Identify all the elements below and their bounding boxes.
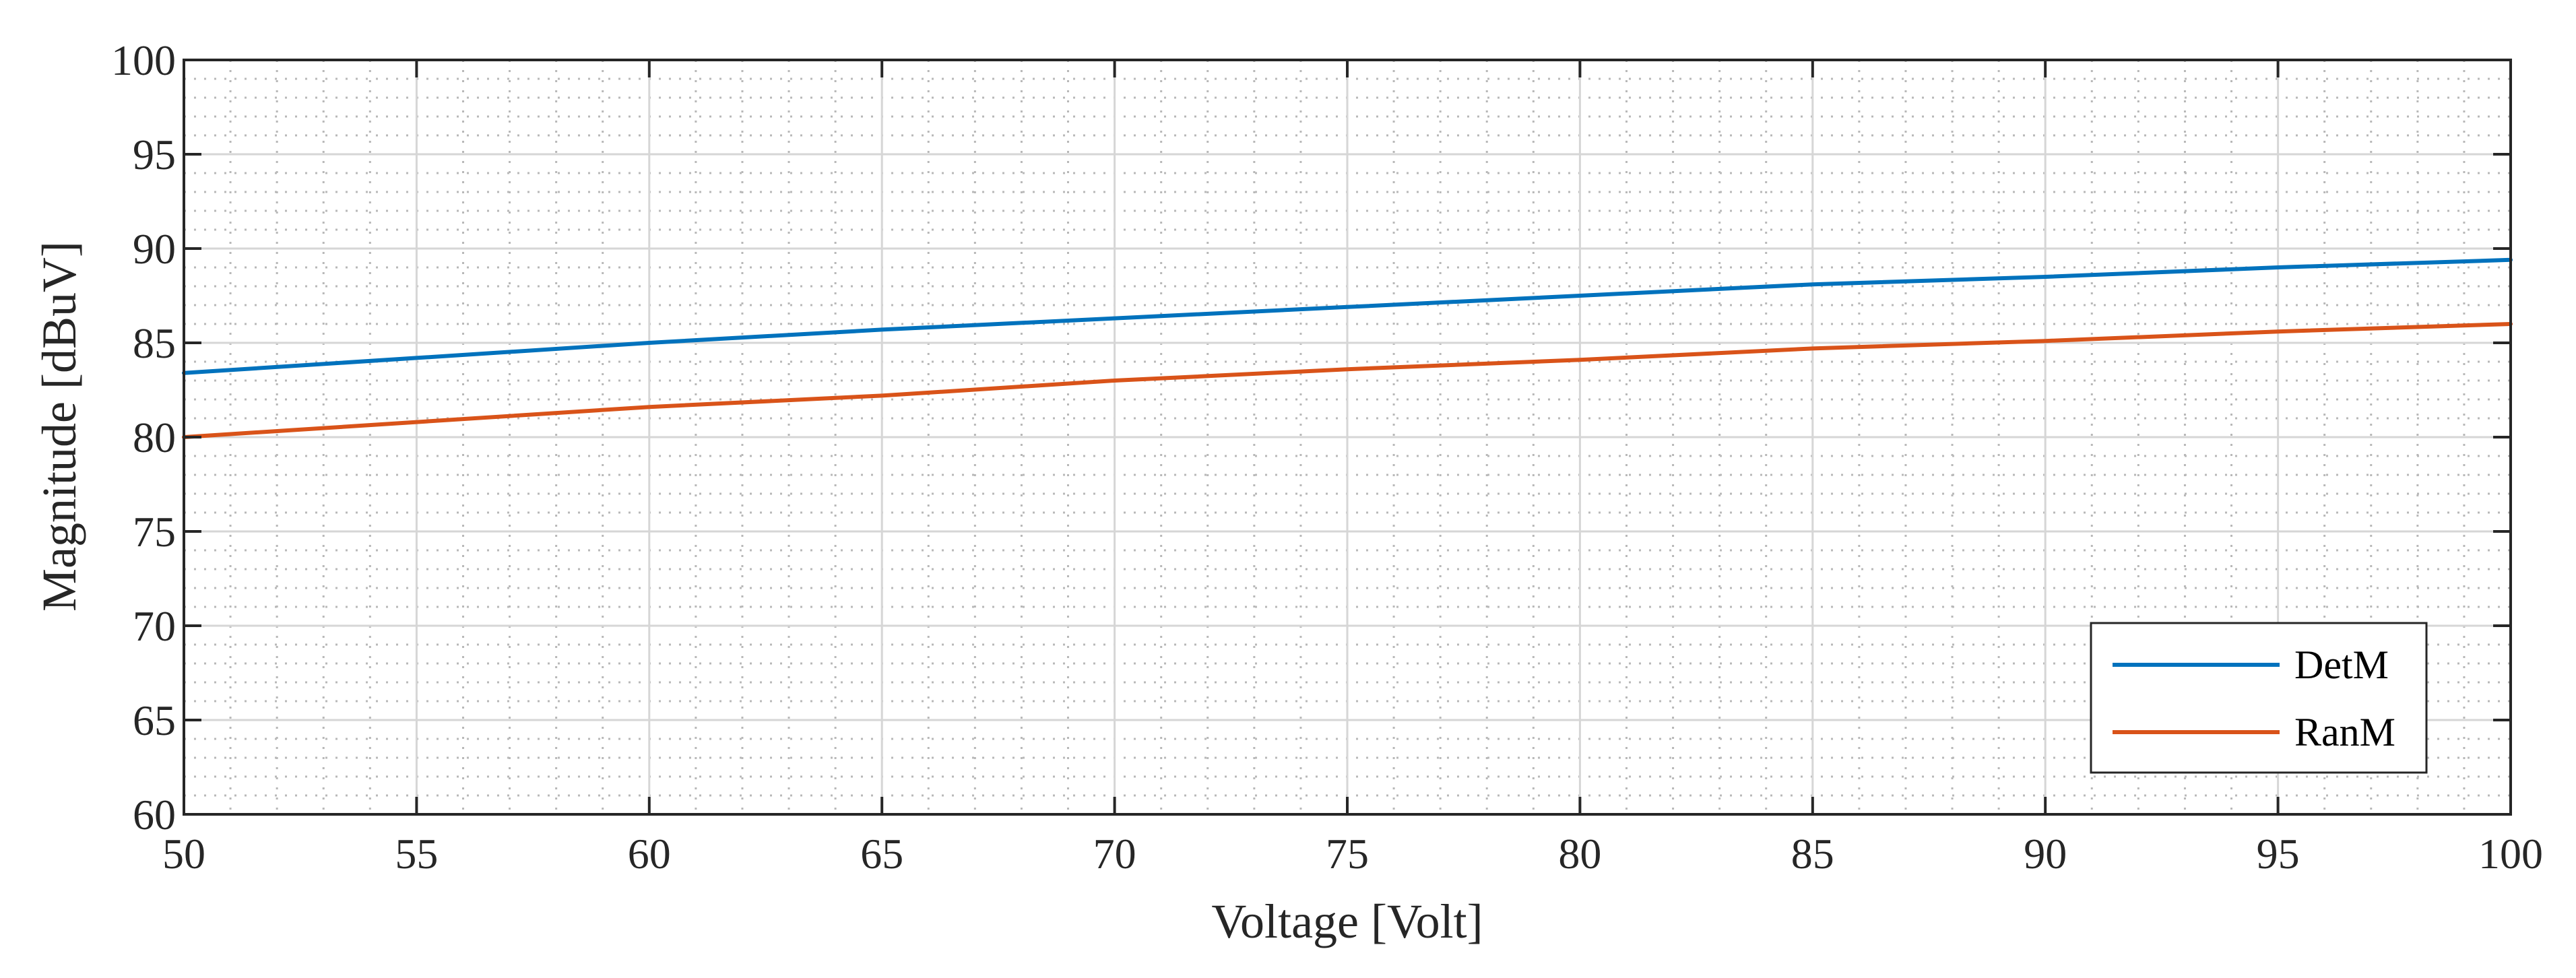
x-tick-label: 60: [628, 830, 671, 878]
x-tick-label: 55: [395, 830, 438, 878]
x-tick-label: 50: [162, 830, 205, 878]
y-tick-label: 70: [133, 602, 176, 650]
y-tick-labels: 60 65 70 75 80 85 90 95 100: [111, 36, 176, 839]
x-tick-label: 95: [2257, 830, 2300, 878]
x-tick-label: 65: [860, 830, 903, 878]
legend-label-ranm: RanM: [2294, 710, 2395, 754]
x-tick-label: 85: [1791, 830, 1834, 878]
legend-label-detm: DetM: [2294, 643, 2389, 687]
series-line-detm: [182, 257, 2513, 375]
y-tick-label: 85: [133, 319, 176, 367]
y-tick-label: 75: [133, 508, 176, 556]
y-tick-label: 100: [111, 36, 176, 84]
y-tick-label: 90: [133, 225, 176, 273]
x-tick-label: 80: [1558, 830, 1601, 878]
y-tick-label: 60: [133, 791, 176, 839]
x-tick-labels: 50 55 60 65 70 75 80 85 90 95 100: [162, 830, 2543, 878]
y-tick-label: 80: [133, 414, 176, 461]
x-axis-title: Voltage [Volt]: [1211, 894, 1483, 948]
axis-ticks: [183, 59, 2512, 816]
series-line-ranm: [182, 322, 2513, 439]
x-tick-label: 100: [2478, 830, 2543, 878]
y-axis-title: Magnitude [dBuV]: [32, 241, 86, 612]
x-tick-label: 90: [2024, 830, 2067, 878]
x-tick-label: 75: [1326, 830, 1369, 878]
y-tick-label: 95: [133, 131, 176, 178]
x-tick-label: 70: [1093, 830, 1136, 878]
legend-box: [2090, 622, 2428, 774]
legend: DetM RanM: [2090, 622, 2428, 774]
y-tick-label: 65: [133, 696, 176, 744]
series-layer: [182, 257, 2513, 439]
